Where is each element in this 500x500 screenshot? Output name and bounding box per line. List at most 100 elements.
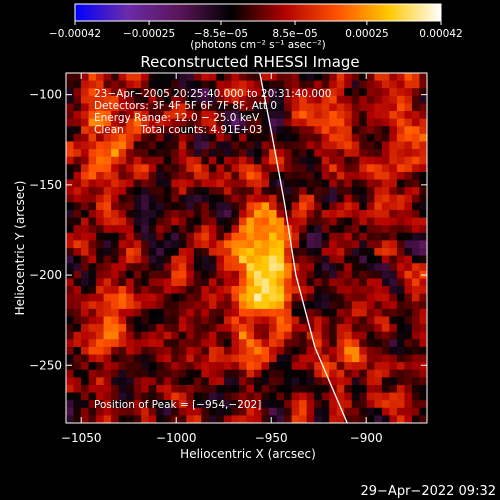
heatmap-cell <box>201 316 210 325</box>
heatmap-cell <box>344 301 353 310</box>
heatmap-cell <box>314 217 323 226</box>
heatmap-cell <box>96 339 104 348</box>
heatmap-cell <box>208 278 217 287</box>
heatmap-cell <box>148 179 157 188</box>
heatmap-cell <box>321 377 330 386</box>
heatmap-cell <box>276 103 285 112</box>
heatmap-cell <box>171 126 180 135</box>
heatmap-cell <box>66 331 74 340</box>
heatmap-cell <box>111 240 120 249</box>
heatmap-cell <box>366 392 375 401</box>
heatmap-cell <box>118 156 127 165</box>
heatmap-cell <box>329 331 338 340</box>
heatmap-cell <box>359 400 368 409</box>
heatmap-cell <box>291 293 300 302</box>
heatmap-cell <box>396 225 405 234</box>
heatmap-cell <box>404 194 413 203</box>
heatmap-cell <box>111 248 120 257</box>
heatmap-cell <box>411 316 420 325</box>
heatmap-cell <box>111 149 120 158</box>
heatmap-cell <box>73 171 82 180</box>
heatmap-cell <box>118 149 127 158</box>
heatmap-cell <box>306 103 315 112</box>
heatmap-cell <box>366 164 375 173</box>
heatmap-cell <box>66 80 74 89</box>
heatmap-cell <box>201 194 210 203</box>
heatmap-cell <box>178 354 187 363</box>
heatmap-cell <box>411 187 420 196</box>
heatmap-cell <box>254 384 262 393</box>
heatmap-cell <box>381 255 390 264</box>
heatmap-cell <box>141 217 150 226</box>
heatmap-cell <box>261 73 270 82</box>
heatmap-cell <box>336 346 345 355</box>
heatmap-cell <box>208 126 217 135</box>
heatmap-cell <box>314 301 323 310</box>
heatmap-cell <box>223 103 232 112</box>
heatmap-cell <box>81 164 89 173</box>
heatmap-cell <box>284 286 293 295</box>
heatmap-cell <box>238 384 247 393</box>
heatmap-cell <box>344 255 353 264</box>
heatmap-cell <box>344 149 353 158</box>
heatmap-cell <box>126 187 135 196</box>
heatmap-cell <box>291 301 300 310</box>
heatmap-cell <box>404 286 413 295</box>
heatmap-cell <box>314 400 323 409</box>
heatmap-cell <box>118 384 127 393</box>
heatmap-cell <box>351 240 360 249</box>
annotation-block: 23−Apr−2005 20:25:40.000 to 20:31:40.000… <box>94 88 331 411</box>
heatmap-cell <box>231 80 240 89</box>
heatmap-cell <box>216 293 225 302</box>
heatmap-cell <box>381 179 390 188</box>
heatmap-cell <box>381 202 390 211</box>
heatmap-cell <box>321 384 330 393</box>
heatmap-cell <box>201 415 210 423</box>
heatmap-cell <box>359 270 368 279</box>
heatmap-cell <box>314 225 323 234</box>
heatmap-cell <box>66 255 74 264</box>
heatmap-cell <box>201 187 210 196</box>
heatmap-cell <box>306 316 315 325</box>
heatmap-cell <box>238 194 247 203</box>
heatmap-cell <box>261 164 270 173</box>
heatmap-cell <box>231 301 240 310</box>
heatmap-cell <box>254 194 262 203</box>
heatmap-cell <box>366 156 375 165</box>
heatmap-cell <box>118 263 127 272</box>
heatmap-cell <box>193 126 202 135</box>
heatmap-cell <box>351 187 360 196</box>
heatmap-cell <box>88 270 97 279</box>
heatmap-cell <box>336 149 345 158</box>
heatmap-cell <box>81 126 89 135</box>
heatmap-cell <box>396 149 405 158</box>
heatmap-cell <box>96 156 104 165</box>
heatmap-cell <box>223 118 232 127</box>
heatmap-cell <box>148 248 157 257</box>
heatmap-cell <box>404 362 413 371</box>
heatmap-cell <box>299 217 308 226</box>
heatmap-cell <box>321 88 330 97</box>
heatmap-cell <box>411 331 420 340</box>
heatmap-cell <box>208 362 217 371</box>
heatmap-cell <box>171 164 180 173</box>
heatmap-cell <box>148 88 157 97</box>
heatmap-cell <box>261 362 270 371</box>
heatmap-cell <box>284 354 293 363</box>
heatmap-cell <box>156 286 165 295</box>
heatmap-cell <box>193 286 202 295</box>
heatmap-cell <box>291 286 300 295</box>
heatmap-cell <box>366 384 375 393</box>
heatmap-cell <box>216 141 225 150</box>
heatmap-cell <box>81 209 89 218</box>
heatmap-cell <box>374 324 383 333</box>
heatmap-cell <box>111 209 120 218</box>
heatmap-cell <box>73 384 82 393</box>
heatmap-cell <box>126 149 135 158</box>
heatmap-cell <box>396 164 405 173</box>
heatmap-cell <box>261 225 270 234</box>
heatmap-cell <box>216 240 225 249</box>
heatmap-cell <box>246 392 255 401</box>
heatmap-cell <box>314 209 323 218</box>
heatmap-cell <box>178 240 187 249</box>
